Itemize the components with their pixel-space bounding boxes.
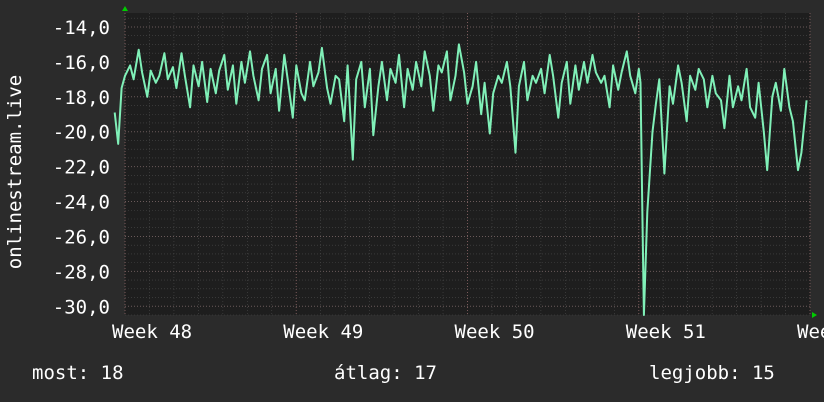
grid-lines (124, 13, 811, 316)
x-axis-ticks: Week 48 Week 49 Week 50 Week 51 Week 52 (112, 321, 824, 343)
series-layer (113, 43, 808, 316)
x-tick-label: Week 49 (283, 321, 363, 343)
x-tick-label: Week 51 (626, 321, 706, 343)
y-tick-label: -18,0 (53, 87, 110, 109)
x-tick-label: Week 50 (455, 321, 535, 343)
x-tick-label: Week 48 (112, 321, 192, 343)
y-tick-label: -14,0 (53, 17, 110, 39)
y-axis-title: onlinestream.live (4, 75, 26, 269)
summary-footer: most: 18 átlag: 17 legjobb: 15 (0, 362, 824, 388)
y-tick-label: -20,0 (53, 122, 110, 144)
axis-arrows (122, 6, 817, 318)
y-tick-label: -24,0 (53, 192, 110, 214)
best-value-label: legjobb: 15 (649, 362, 775, 384)
y-tick-label: -22,0 (53, 157, 110, 179)
x-axis-arrow (812, 312, 817, 318)
series-line (113, 43, 808, 316)
y-tick-label: -28,0 (53, 261, 110, 283)
y-tick-label: -30,0 (53, 296, 110, 318)
average-value-label: átlag: 17 (334, 362, 437, 384)
y-axis-arrow (122, 6, 128, 11)
y-tick-label: -26,0 (53, 226, 110, 248)
current-value-label: most: 18 (32, 362, 124, 384)
y-tick-label: -16,0 (53, 52, 110, 74)
x-tick-label: Week 52 (797, 321, 824, 343)
y-axis-ticks: -14,0 -16,0 -18,0 -20,0 -22,0 -24,0 -26,0 -28,0… (53, 17, 110, 318)
